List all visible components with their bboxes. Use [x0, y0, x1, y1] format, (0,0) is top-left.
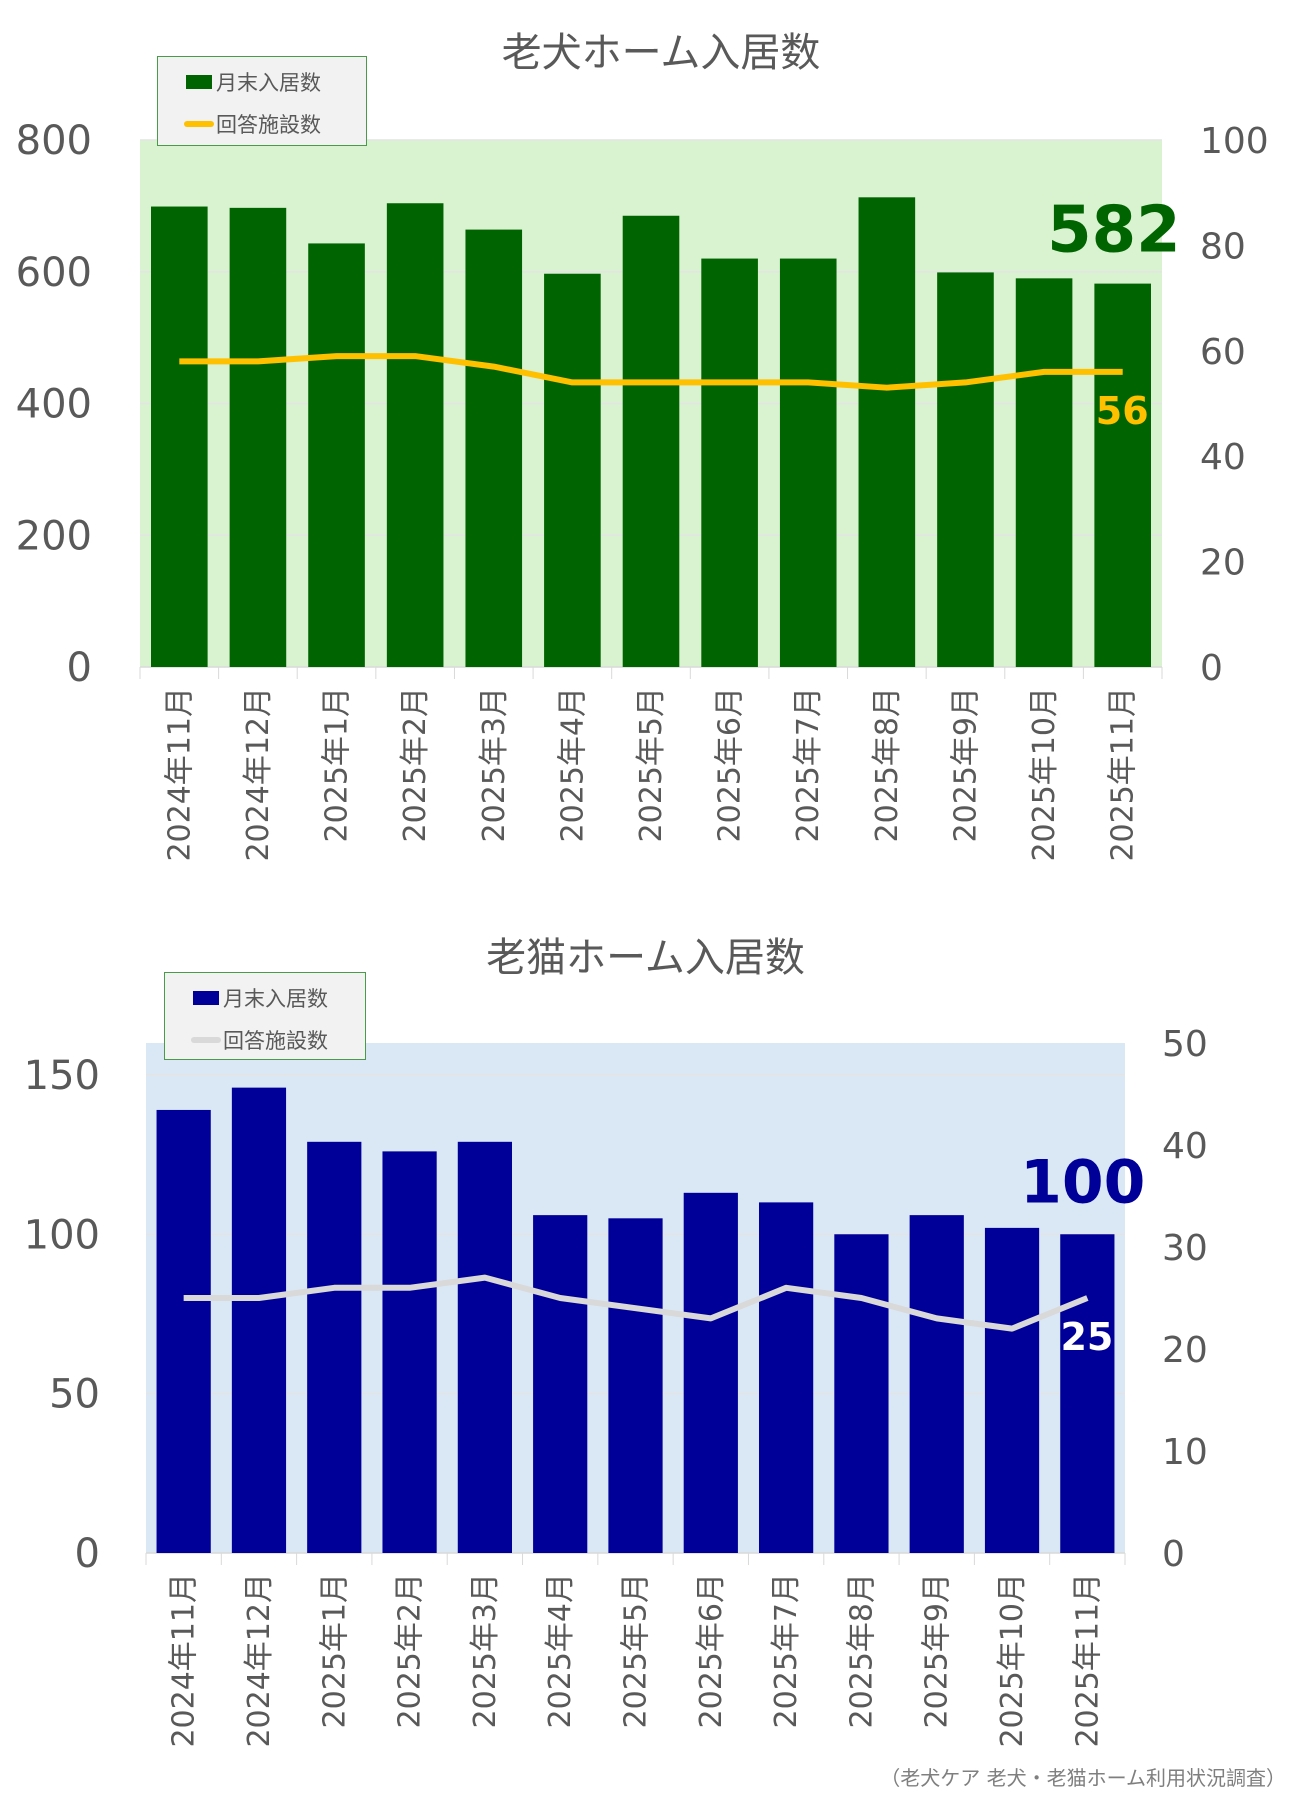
dog-category-label: 2025年11月	[1106, 687, 1141, 862]
cat-category-label: 2025年4月	[543, 1573, 578, 1728]
dog-category-label: 2025年3月	[477, 687, 512, 842]
cat-bar	[683, 1192, 738, 1553]
cat-bar	[382, 1151, 437, 1553]
dog-bar	[386, 203, 444, 668]
legend-bar-label: 月末入居数	[223, 987, 328, 1011]
cat-bar	[533, 1215, 588, 1553]
cat-category-label: 2025年7月	[769, 1573, 804, 1728]
cat-right-tick-label: 0	[1162, 1534, 1185, 1575]
legend-item-line: 回答施設数	[184, 109, 321, 139]
cat-category-label: 2025年2月	[393, 1573, 428, 1728]
cat-category-label: 2025年6月	[694, 1573, 729, 1728]
cat-category-label: 2025年3月	[468, 1573, 503, 1728]
dog-left-tick-label: 200	[16, 513, 92, 559]
dog-right-tick-label: 40	[1200, 437, 1246, 478]
dog-bar	[858, 197, 916, 667]
dog-bar	[308, 243, 365, 667]
legend-bar-label: 月末入居数	[216, 71, 321, 95]
dog-left-tick-label: 400	[16, 382, 92, 428]
cat-category-label: 2024年11月	[167, 1573, 202, 1748]
cat-legend: 月末入居数 回答施設数	[164, 972, 366, 1060]
dog-line-last-label: 56	[1096, 389, 1149, 433]
dog-right-tick-label: 80	[1200, 226, 1246, 267]
cat-bar	[608, 1218, 663, 1553]
cat-right-tick-label: 30	[1162, 1228, 1208, 1269]
dog-right-tick-label: 0	[1200, 648, 1223, 689]
legend-item-bar: 月末入居数	[186, 67, 321, 97]
dog-bar	[779, 258, 837, 667]
cat-category-label: 2025年10月	[995, 1573, 1030, 1748]
cat-category-label: 2025年5月	[619, 1573, 654, 1728]
dog-left-tick-label: 800	[16, 118, 92, 164]
dog-category-label: 2024年11月	[162, 687, 197, 862]
cat-category-label: 2025年1月	[317, 1573, 352, 1728]
dog-left-tick-label: 0	[67, 645, 92, 691]
cat-category-label: 2025年11月	[1070, 1573, 1105, 1748]
dog-legend: 月末入居数 回答施設数	[157, 56, 367, 146]
dog-bar	[1015, 278, 1073, 667]
dog-bar	[151, 206, 208, 667]
cat-right-tick-label: 20	[1162, 1330, 1208, 1371]
cat-category-label: 2025年9月	[920, 1573, 955, 1728]
cat-left-tick-label: 0	[75, 1531, 100, 1577]
legend-item-bar: 月末入居数	[193, 983, 328, 1013]
cat-bar	[457, 1141, 512, 1553]
cat-left-tick-label: 50	[49, 1372, 100, 1418]
dog-left-tick-label: 600	[16, 250, 92, 296]
cat-category-label: 2024年12月	[242, 1573, 277, 1748]
dog-category-label: 2025年4月	[555, 687, 590, 842]
dog-bar	[937, 272, 994, 667]
dog-bar	[229, 207, 287, 667]
legend-line-swatch	[191, 1037, 221, 1043]
cat-bar	[909, 1215, 964, 1553]
cat-line-last-label: 25	[1060, 1315, 1113, 1359]
cat-right-tick-label: 10	[1162, 1432, 1208, 1473]
cat-left-tick-label: 150	[24, 1053, 100, 1099]
cat-bar	[1060, 1234, 1115, 1553]
legend-bar-swatch	[193, 991, 219, 1005]
legend-item-line: 回答施設数	[191, 1025, 328, 1055]
dog-category-label: 2025年6月	[713, 687, 748, 842]
dog-chart-title: 老犬ホーム入居数	[502, 30, 821, 76]
legend-line-label: 回答施設数	[223, 1029, 328, 1053]
cat-bar	[759, 1202, 814, 1553]
dog-bar-last-label: 582	[1047, 194, 1181, 268]
dog-category-label: 2025年8月	[870, 687, 905, 842]
cat-bar	[984, 1227, 1040, 1553]
dog-bar	[1094, 283, 1151, 667]
dog-category-label: 2025年5月	[634, 687, 669, 842]
cat-left-tick-label: 100	[24, 1212, 100, 1258]
cat-bar	[307, 1141, 362, 1553]
cat-category-label: 2025年8月	[844, 1573, 879, 1728]
legend-bar-swatch	[186, 75, 212, 89]
dog-bar	[701, 258, 758, 667]
cat-chart-title: 老猫ホーム入居数	[486, 935, 805, 981]
cat-bar-last-label: 100	[1020, 1147, 1145, 1217]
dog-category-label: 2025年1月	[320, 687, 355, 842]
cat-right-tick-label: 40	[1162, 1126, 1208, 1167]
legend-line-swatch	[184, 121, 214, 127]
dog-right-tick-label: 60	[1200, 332, 1246, 373]
dog-category-label: 2024年12月	[241, 687, 276, 862]
dog-right-tick-label: 20	[1200, 543, 1246, 584]
dog-bar	[622, 215, 680, 667]
dog-category-label: 2025年2月	[398, 687, 433, 842]
dog-bar	[465, 229, 523, 667]
source-footer: （老犬ケア 老犬・老猫ホーム利用状況調査）	[880, 1766, 1286, 1790]
dog-category-label: 2025年10月	[1027, 687, 1062, 862]
cat-bar	[231, 1087, 287, 1553]
dog-bar	[544, 273, 601, 667]
cat-bar	[156, 1109, 211, 1553]
dog-right-tick-label: 100	[1200, 121, 1269, 162]
dog-category-label: 2025年7月	[791, 687, 826, 842]
cat-right-tick-label: 50	[1162, 1024, 1208, 1065]
cat-bar	[834, 1234, 889, 1553]
legend-line-label: 回答施設数	[216, 113, 321, 137]
dog-category-label: 2025年9月	[948, 687, 983, 842]
